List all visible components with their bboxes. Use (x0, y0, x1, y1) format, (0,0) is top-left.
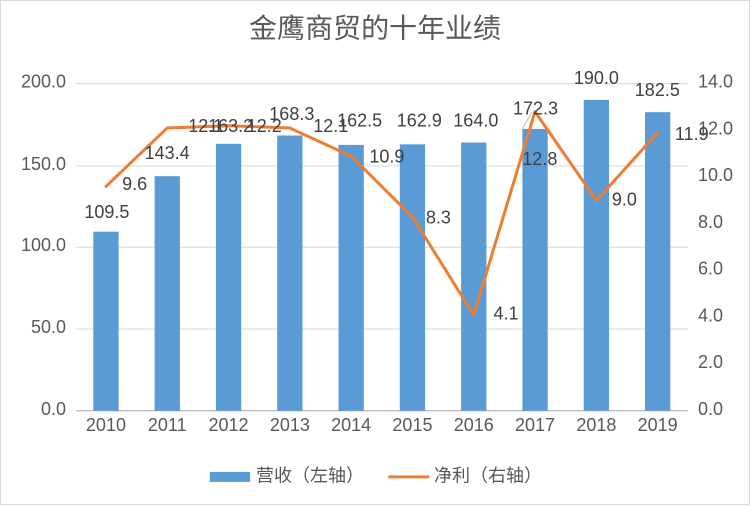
svg-text:6.0: 6.0 (698, 259, 723, 279)
svg-text:净利（右轴）: 净利（右轴） (434, 466, 542, 486)
svg-text:8.0: 8.0 (698, 212, 723, 232)
svg-text:0.0: 0.0 (698, 399, 723, 419)
svg-text:2015: 2015 (392, 415, 432, 435)
svg-text:109.5: 109.5 (84, 202, 129, 222)
svg-text:9.0: 9.0 (612, 190, 637, 210)
svg-text:100.0: 100.0 (21, 235, 66, 255)
svg-text:2017: 2017 (515, 415, 555, 435)
svg-text:10.0: 10.0 (698, 165, 733, 185)
svg-text:2.0: 2.0 (698, 352, 723, 372)
svg-text:0.0: 0.0 (41, 399, 66, 419)
svg-text:9.6: 9.6 (122, 174, 147, 194)
svg-text:182.5: 182.5 (635, 80, 680, 100)
svg-text:12.1: 12.1 (313, 116, 348, 136)
svg-text:10.9: 10.9 (369, 147, 404, 167)
svg-text:200.0: 200.0 (21, 72, 66, 92)
svg-text:50.0: 50.0 (31, 317, 66, 337)
svg-text:14.0: 14.0 (698, 72, 733, 92)
svg-text:2010: 2010 (86, 415, 126, 435)
svg-text:162.9: 162.9 (397, 111, 442, 131)
svg-text:2014: 2014 (331, 415, 371, 435)
svg-text:12.8: 12.8 (522, 149, 557, 169)
svg-text:11.9: 11.9 (675, 124, 709, 144)
svg-text:4.1: 4.1 (494, 304, 519, 324)
svg-text:172.3: 172.3 (513, 98, 558, 118)
svg-text:12.2: 12.2 (247, 116, 282, 136)
svg-text:2012: 2012 (209, 415, 249, 435)
svg-text:2018: 2018 (576, 415, 616, 435)
svg-text:2016: 2016 (454, 415, 494, 435)
svg-text:2011: 2011 (148, 415, 187, 435)
svg-text:143.4: 143.4 (145, 143, 190, 163)
svg-text:150.0: 150.0 (21, 154, 66, 174)
svg-text:164.0: 164.0 (453, 111, 498, 131)
svg-text:2013: 2013 (270, 415, 310, 435)
svg-text:12.1: 12.1 (188, 116, 223, 136)
svg-text:营收（左轴）: 营收（左轴） (256, 466, 364, 486)
svg-text:2019: 2019 (638, 415, 678, 435)
svg-text:190.0: 190.0 (574, 68, 619, 88)
svg-text:4.0: 4.0 (698, 305, 723, 325)
svg-text:8.3: 8.3 (426, 208, 451, 228)
